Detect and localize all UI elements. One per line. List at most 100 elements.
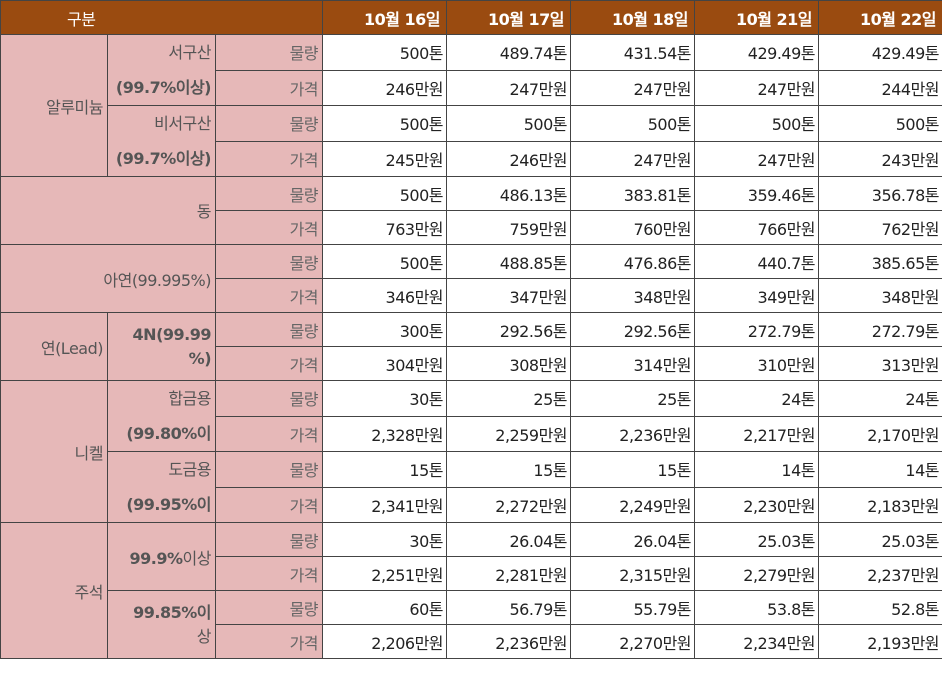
measure-price: 가격	[214, 486, 324, 523]
cell-value: 24톤	[694, 380, 820, 417]
cell-value: 246만원	[322, 69, 448, 106]
sub-name: 합금용	[168, 389, 211, 408]
table-row: 아연(99.995%) 물량 500톤 488.85톤 476.86톤 440.…	[0, 244, 942, 313]
cell-value: 15톤	[446, 451, 572, 488]
cell-value: 15톤	[322, 451, 448, 488]
sub-label: 4N(99.99%)	[107, 312, 216, 381]
table-row: 니켈 합금용(99.80%이상) 물량 30톤 25톤 25톤 24톤 24톤	[0, 380, 942, 523]
cell-value: 500톤	[446, 105, 572, 142]
table-row: 알루미늄 서구산 (99.7%이상) 물량 500톤 489.74톤 431.54…	[0, 34, 942, 177]
cell-value: 304만원	[322, 346, 448, 381]
cell-value: 2,234만원	[694, 624, 820, 659]
measure-qty: 물량	[214, 34, 324, 71]
cell-value: 300톤	[322, 312, 448, 347]
cell-value: 55.79톤	[570, 590, 696, 625]
cell-value: 2,170만원	[818, 415, 942, 452]
cell-value: 272.79톤	[818, 312, 942, 347]
measure-price: 가격	[214, 346, 324, 381]
header-date: 10월 22일	[818, 0, 942, 35]
cell-value: 15톤	[570, 451, 696, 488]
cell-value: 346만원	[322, 278, 448, 313]
table-row: 가격 245만원 246만원 247만원 247만원 243만원	[1, 140, 942, 177]
cell-value: 25.03톤	[694, 522, 820, 557]
cell-value: 2,328만원	[322, 415, 448, 452]
cell-value: 347만원	[446, 278, 572, 313]
sub-name: 비서구산	[154, 114, 211, 133]
sub-label: 서구산 (99.7%이상)	[107, 34, 216, 106]
table-row: 가격 246만원 247만원 247만원 247만원 244만원	[1, 69, 942, 106]
cell-value: 500톤	[694, 105, 820, 142]
sub-spec-tail: 상	[196, 626, 212, 646]
table-row: 도금용(99.95%이상) 물량 15톤 15톤 15톤 14톤 14톤	[1, 451, 942, 523]
measure-qty: 물량	[214, 244, 324, 279]
cell-value: 25톤	[570, 380, 696, 417]
cell-value: 429.49톤	[694, 34, 820, 71]
cell-value: 14톤	[818, 451, 942, 488]
sub-spec: (99.7%이	[115, 149, 191, 168]
header-date: 10월 18일	[570, 0, 696, 35]
sub-spec-tail: 이상	[182, 548, 212, 568]
cell-value: 56.79톤	[446, 590, 572, 625]
cell-value: 759만원	[446, 210, 572, 245]
cell-value: 500톤	[322, 176, 448, 211]
measure-qty: 물량	[214, 380, 324, 417]
cell-value: 488.85톤	[446, 244, 572, 279]
cell-value: 25.03톤	[818, 522, 942, 557]
cell-value: 314만원	[570, 346, 696, 381]
measure-qty: 물량	[214, 105, 324, 142]
group-label-lead: 연(Lead)	[0, 312, 108, 381]
sub-label: 비서구산 (99.7%이상)	[107, 105, 216, 177]
cell-value: 762만원	[818, 210, 942, 245]
measure-qty: 물량	[214, 522, 324, 557]
cell-value: 2,281만원	[446, 556, 572, 591]
table-row: 비서구산 (99.7%이상) 물량 500톤 500톤 500톤 500톤 500…	[1, 105, 942, 177]
sub-label: 99.9%이상	[107, 522, 216, 591]
cell-value: 247만원	[570, 69, 696, 106]
cell-value: 429.49톤	[818, 34, 942, 71]
cell-value: 2,279만원	[694, 556, 820, 591]
cell-value: 313만원	[818, 346, 942, 381]
cell-value: 476.86톤	[570, 244, 696, 279]
measure-price: 가격	[214, 69, 324, 106]
cell-value: 52.8톤	[818, 590, 942, 625]
cell-value: 385.65톤	[818, 244, 942, 279]
cell-value: 356.78톤	[818, 176, 942, 211]
cell-value: 766만원	[694, 210, 820, 245]
measure-qty: 물량	[214, 176, 324, 211]
measure-price: 가격	[214, 624, 324, 659]
cell-value: 246만원	[446, 140, 572, 177]
cell-value: 431.54톤	[570, 34, 696, 71]
cell-value: 2,249만원	[570, 486, 696, 523]
cell-value: 292.56톤	[570, 312, 696, 347]
cell-value: 2,259만원	[446, 415, 572, 452]
table-row: 가격 2,328만원 2,259만원 2,236만원 2,217만원 2,170…	[1, 415, 942, 452]
cell-value: 53.8톤	[694, 590, 820, 625]
sub-label: 도금용(99.95%이상)	[107, 451, 216, 523]
cell-value: 2,270만원	[570, 624, 696, 659]
group-label-aluminum: 알루미늄	[0, 34, 108, 177]
header-date: 10월 17일	[446, 0, 572, 35]
header-date: 10월 21일	[694, 0, 820, 35]
cell-value: 500톤	[818, 105, 942, 142]
measure-price: 가격	[214, 415, 324, 452]
sub-spec: (99.95%이	[126, 495, 211, 514]
sub-spec-tail: 상)	[189, 149, 211, 168]
cell-value: 2,236만원	[570, 415, 696, 452]
cell-value: 2,237만원	[818, 556, 942, 591]
sub-spec-tail: 상)	[189, 78, 211, 97]
cell-value: 308만원	[446, 346, 572, 381]
cell-value: 247만원	[446, 69, 572, 106]
measure-price: 가격	[214, 140, 324, 177]
sub-label: 합금용(99.80%이상)	[107, 380, 216, 452]
cell-value: 14톤	[694, 451, 820, 488]
cell-value: 2,272만원	[446, 486, 572, 523]
cell-value: 24톤	[818, 380, 942, 417]
cell-value: 486.13톤	[446, 176, 572, 211]
table-row: 연(Lead) 4N(99.99%) 물량 300톤 292.56톤 292.5…	[0, 312, 942, 381]
cell-value: 2,230만원	[694, 486, 820, 523]
cell-value: 500톤	[570, 105, 696, 142]
cell-value: 763만원	[322, 210, 448, 245]
sub-name: 서구산	[168, 43, 211, 62]
metal-stockpile-table: 구분 10월 16일 10월 17일 10월 18일 10월 21일 10월 2…	[0, 0, 942, 659]
cell-value: 30톤	[322, 522, 448, 557]
